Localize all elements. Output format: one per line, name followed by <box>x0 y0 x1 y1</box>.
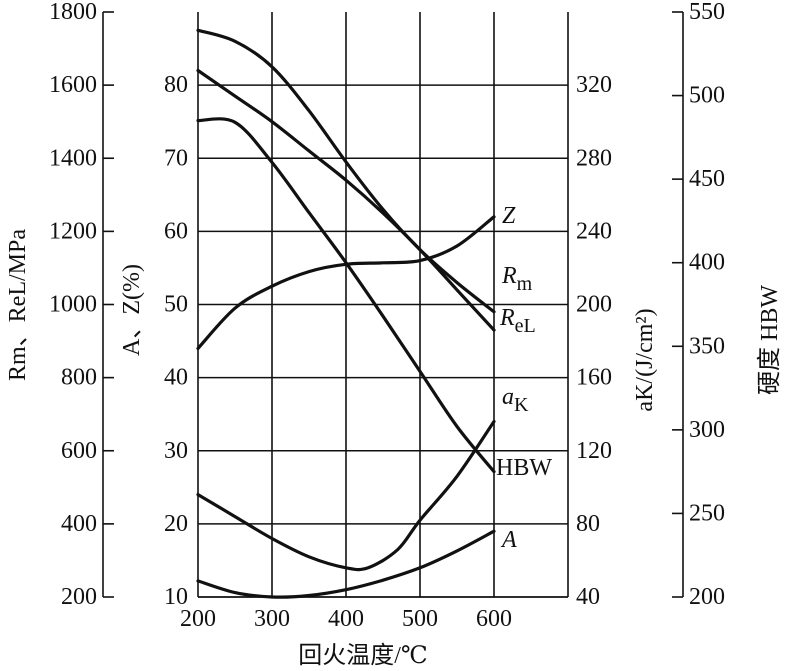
curve-Rm <box>196 28 496 314</box>
curve-label-Z: Z <box>502 203 516 229</box>
hardness-tick-label: 350 <box>689 333 725 359</box>
impact-tick-label: 160 <box>576 365 612 391</box>
strength-tick-label: 1000 <box>49 292 97 318</box>
strength-tick-label: 600 <box>61 438 97 464</box>
hardness-axis-label: 硬度 HBW <box>756 285 783 395</box>
curve-label-Rm: Rm <box>501 263 533 295</box>
hardness-tick-label: 550 <box>689 0 725 25</box>
hardness-tick-label: 450 <box>689 166 725 192</box>
hardness-tick-label: 500 <box>689 83 725 109</box>
elong-tick-label: 20 <box>164 511 188 537</box>
impact-tick-label: 40 <box>576 584 600 610</box>
strength-axis-label: Rm、ReL/MPa <box>5 229 31 381</box>
impact-tick-label: 200 <box>576 292 612 318</box>
hardness-tick-label: 300 <box>689 417 725 443</box>
elong-tick-label: 30 <box>164 438 188 464</box>
elong-tick-label: 70 <box>164 145 188 171</box>
axes: 200 300 400 500 600 回火温度/℃ 200 400 600 800 1000 120… <box>5 0 783 669</box>
x-tick-label: 300 <box>254 606 290 632</box>
curve-label-main: Z <box>502 203 516 229</box>
curves <box>196 28 496 599</box>
impact-axis-label: aK/(J/cm²) <box>632 308 658 411</box>
strength-tick-label: 200 <box>61 584 97 610</box>
impact-tick-label: 320 <box>576 72 612 98</box>
curve-label-aK: aK <box>502 384 529 416</box>
elong-axis-label: A、Z(%) <box>119 264 145 356</box>
x-tick-label: 400 <box>328 606 364 632</box>
x-tick-label: 500 <box>402 606 438 632</box>
impact-tick-label: 280 <box>576 145 612 171</box>
strength-tick-label: 1400 <box>49 145 97 171</box>
strength-tick-label: 1200 <box>49 218 97 244</box>
x-tick-label: 600 <box>476 606 512 632</box>
curve-label-HBW: HBW <box>496 455 552 481</box>
impact-tick-label: 120 <box>576 438 612 464</box>
hardness-tick-label: 400 <box>689 250 725 276</box>
elong-tick-label: 10 <box>164 584 188 610</box>
impact-tick-label: 80 <box>576 511 600 537</box>
strength-tick-label: 800 <box>61 365 97 391</box>
curve-label-sub: K <box>514 394 529 416</box>
hardness-tick-label: 200 <box>689 584 725 610</box>
curve-Z <box>196 215 496 350</box>
curve-label-main: R <box>501 263 517 289</box>
x-axis-label: 回火温度/℃ <box>298 642 428 669</box>
curve-label-main: HBW <box>496 455 552 481</box>
curve-label-main: a <box>502 384 514 410</box>
elong-tick-label: 80 <box>164 72 188 98</box>
curve-ReL <box>196 68 496 332</box>
elong-tick-label: 50 <box>164 292 188 318</box>
strength-tick-label: 400 <box>61 511 97 537</box>
curve-aK <box>196 419 496 572</box>
strength-tick-label: 1800 <box>49 0 97 25</box>
hardness-tick-label: 250 <box>689 500 725 526</box>
impact-tick-label: 240 <box>576 218 612 244</box>
curve-label-main: R <box>499 305 515 331</box>
elong-tick-label: 40 <box>164 365 188 391</box>
strength-tick-label: 1600 <box>49 72 97 98</box>
elong-tick-label: 60 <box>164 218 188 244</box>
curve-label-A: A <box>500 527 517 553</box>
curve-label-sub: eL <box>515 315 536 337</box>
curve-label-sub: m <box>517 273 533 295</box>
curve-label-main: A <box>500 527 517 553</box>
curve-A <box>196 529 496 599</box>
x-tick-label: 200 <box>180 606 216 632</box>
curve-label-ReL: ReL <box>499 305 536 337</box>
